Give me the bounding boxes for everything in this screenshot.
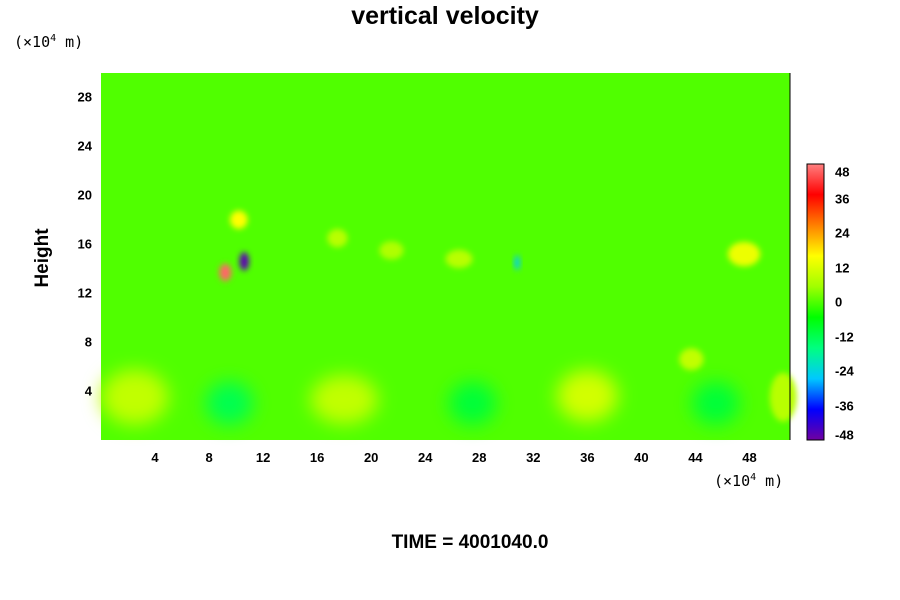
y-tick-label: 24 xyxy=(77,138,92,154)
field-feature xyxy=(727,241,761,267)
x-tick-label: 44 xyxy=(688,450,703,465)
x-unit-label: (×104 m) xyxy=(714,472,784,490)
y-tick-label: 12 xyxy=(77,285,92,301)
field-feature xyxy=(379,241,404,260)
colorbar-tick-label: -24 xyxy=(835,363,854,379)
field-feature xyxy=(327,228,348,248)
x-tick-label: 8 xyxy=(205,450,213,465)
x-tick-label: 24 xyxy=(418,450,433,465)
field-feature xyxy=(556,370,618,422)
colorbar-tick-label: 12 xyxy=(835,260,850,275)
field-feature xyxy=(448,381,497,425)
x-tick-label: 20 xyxy=(363,450,379,465)
time-label: TIME = 4001040.0 xyxy=(391,532,549,553)
field-feature xyxy=(445,249,473,269)
field-feature xyxy=(205,381,253,425)
field-feature xyxy=(101,369,169,425)
x-tick-label: 12 xyxy=(255,450,271,465)
y-tick-label: 16 xyxy=(77,236,92,252)
y-unit-label: (×104 m) xyxy=(14,33,84,51)
plot-area xyxy=(101,73,790,440)
x-tick-label: 28 xyxy=(472,450,487,465)
field-feature xyxy=(310,375,378,425)
y-tick-label: 20 xyxy=(77,187,92,203)
colorbar-tick-label: 48 xyxy=(835,164,850,180)
field-feature xyxy=(219,263,232,281)
colorbar-tick-label: -12 xyxy=(835,329,854,344)
x-tick-label: 48 xyxy=(742,450,757,465)
colorbar-tick-label: -36 xyxy=(835,398,854,413)
field-feature xyxy=(769,372,797,422)
x-tick-label: 16 xyxy=(309,450,325,465)
field-feature xyxy=(239,252,249,271)
y-tick-label: 4 xyxy=(84,383,92,399)
x-tick-label: 32 xyxy=(526,450,541,465)
colorbar-tick-label: 36 xyxy=(835,191,850,206)
field-feature xyxy=(692,381,740,425)
field-feature xyxy=(514,255,520,270)
field-feature xyxy=(230,210,248,229)
colorbar xyxy=(806,163,825,441)
x-tick-label: 36 xyxy=(580,450,595,465)
y-tick-label: 8 xyxy=(84,334,92,350)
colorbar-tick-label: -48 xyxy=(835,427,854,443)
x-tick-label: 40 xyxy=(634,450,649,465)
colorbar-tick-label: 0 xyxy=(835,294,843,310)
x-tick-label: 4 xyxy=(151,450,159,465)
chart-title: vertical velocity xyxy=(351,2,539,30)
y-tick-label: 28 xyxy=(77,89,92,105)
field-features xyxy=(101,210,797,425)
colorbar-tick-label: 24 xyxy=(835,225,850,241)
field-feature xyxy=(679,348,704,371)
